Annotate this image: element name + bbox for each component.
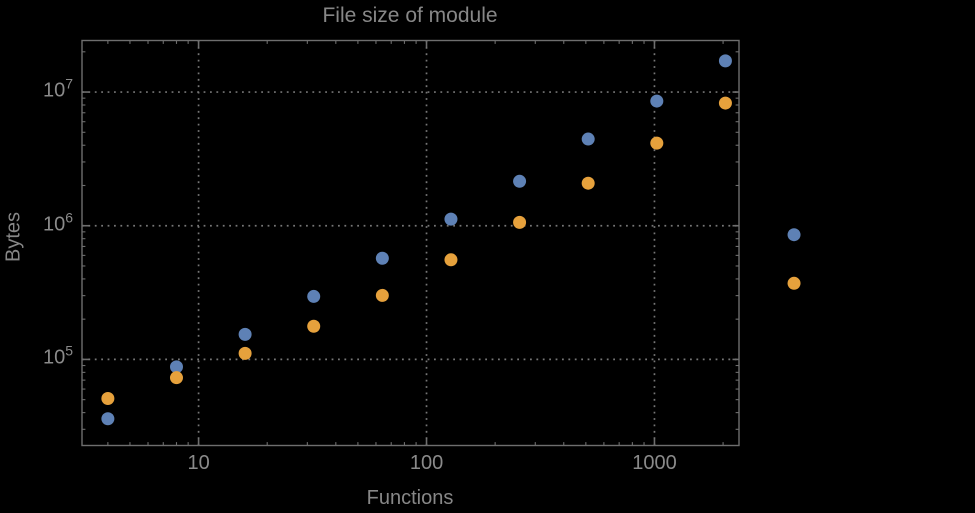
orange-series-point bbox=[238, 346, 252, 360]
orange-series-point bbox=[375, 288, 389, 302]
blue-series-point bbox=[650, 94, 664, 108]
chart-title: File size of module bbox=[322, 4, 498, 27]
blue-series-point bbox=[581, 132, 595, 146]
y-tick-label: 106 bbox=[42, 209, 73, 236]
blue-series-point bbox=[101, 412, 115, 426]
blue-series-point bbox=[513, 174, 527, 188]
x-tick-label: 1000 bbox=[632, 452, 677, 474]
x-tick-label: 100 bbox=[409, 452, 444, 474]
x-tick-label: 10 bbox=[187, 452, 210, 474]
blue-series-point bbox=[307, 289, 321, 303]
orange-series-point bbox=[718, 96, 732, 110]
orange-series-point bbox=[101, 392, 115, 406]
orange-series-point bbox=[513, 215, 527, 229]
orange-series-point bbox=[787, 276, 801, 290]
blue-series-point bbox=[718, 54, 732, 68]
orange-series-point bbox=[307, 319, 321, 333]
blue-series-point bbox=[444, 212, 458, 226]
y-tick-label: 105 bbox=[42, 343, 73, 369]
blue-series-point bbox=[169, 360, 183, 374]
blue-series-point bbox=[238, 327, 252, 341]
y-tick-label: 107 bbox=[42, 75, 73, 102]
orange-series-point bbox=[581, 176, 595, 190]
orange-series-point bbox=[169, 371, 183, 385]
x-axis-label: Functions bbox=[366, 487, 454, 509]
blue-series-point bbox=[375, 251, 389, 265]
orange-series-point bbox=[650, 136, 664, 150]
plot-frame bbox=[81, 39, 740, 447]
blue-series-point bbox=[787, 228, 801, 242]
orange-series-point bbox=[444, 253, 458, 267]
